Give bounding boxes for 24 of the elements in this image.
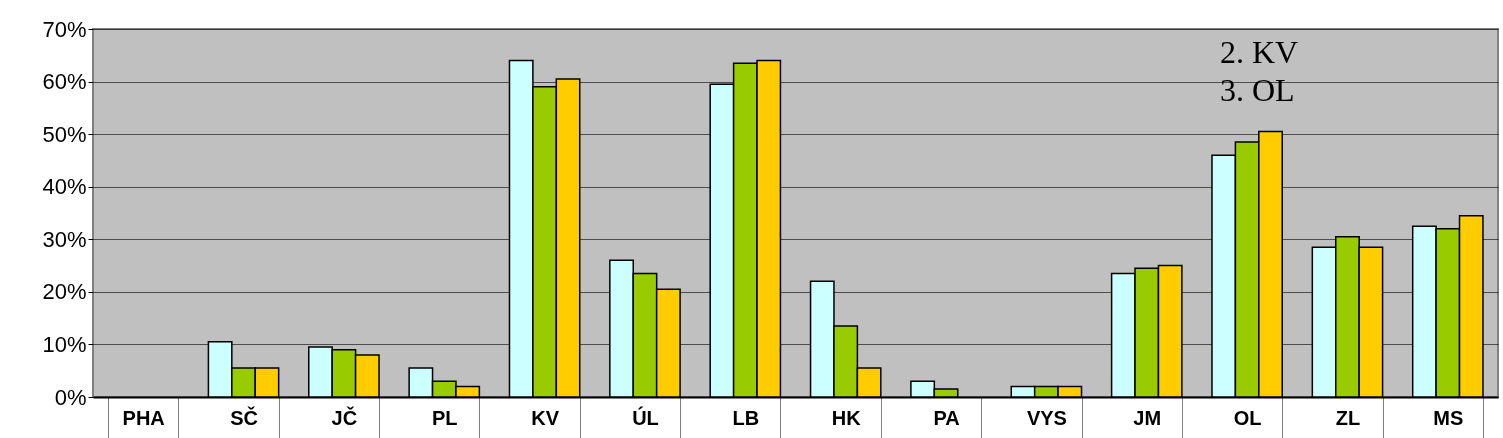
y-tick-label: 0%	[54, 384, 87, 410]
x-tick-label: JČ	[331, 405, 358, 429]
x-tick-label: ZL	[1335, 406, 1361, 429]
y-tick-label: 30%	[42, 226, 87, 252]
x-tick-label: VYS	[1026, 406, 1067, 429]
x-tick-label: OL	[1233, 406, 1262, 429]
x-tick-label: JM	[1133, 406, 1162, 429]
y-tick-label: 10%	[42, 331, 87, 357]
x-tick-label: PL	[431, 406, 458, 429]
x-tick-label: LB	[732, 406, 760, 429]
y-tick-label: 60%	[42, 69, 87, 95]
x-tick-label: PA	[933, 406, 960, 429]
x-tick-label: HK	[831, 406, 862, 429]
annotation: 2. KV	[1220, 34, 1299, 70]
y-tick-label: 50%	[42, 121, 87, 147]
y-tick-label: 40%	[42, 174, 87, 200]
x-tick-label: PHA	[122, 406, 165, 429]
annotation: 3. OL	[1220, 72, 1295, 108]
x-tick-label: SČ	[230, 405, 258, 429]
x-tick-label: MS	[1433, 406, 1464, 429]
y-tick-label: 70%	[42, 16, 87, 42]
x-tick-label: KV	[531, 406, 560, 429]
y-tick-label: 20%	[42, 279, 87, 305]
x-tick-label: ÚL	[632, 405, 659, 429]
